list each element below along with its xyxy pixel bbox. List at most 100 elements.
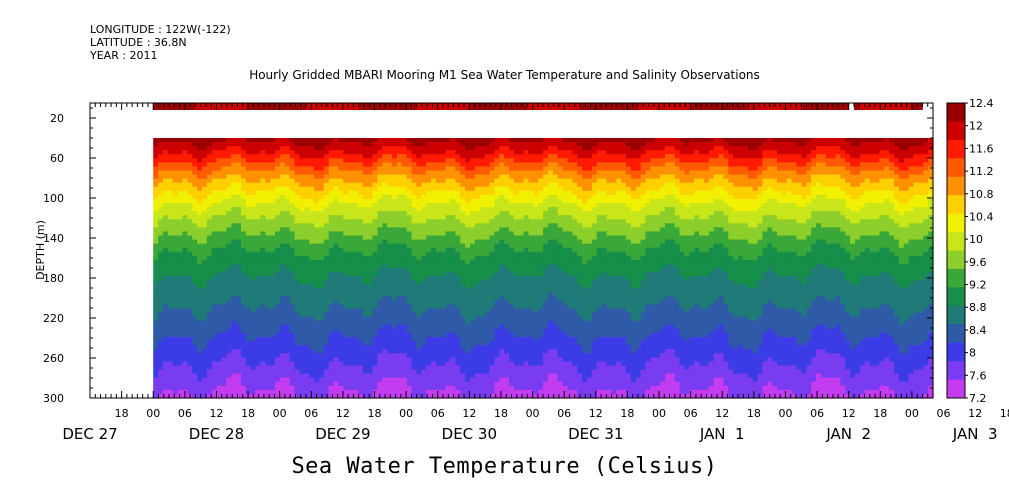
heatmap-cell <box>460 276 466 281</box>
heatmap-cell <box>348 211 354 216</box>
heatmap-cell <box>416 150 422 155</box>
heatmap-cell <box>377 219 383 224</box>
heatmap-cell <box>197 280 203 285</box>
heatmap-cell <box>226 328 232 334</box>
heatmap-cell <box>323 345 330 350</box>
heatmap-cell <box>445 263 452 269</box>
heatmap-cell <box>396 194 403 200</box>
heatmap-cell <box>348 219 354 224</box>
heatmap-cell <box>411 231 417 237</box>
heatmap-cell <box>377 365 383 371</box>
heatmap-cell <box>348 186 354 192</box>
heatmap-cell <box>245 365 252 371</box>
heatmap-cell <box>250 158 257 163</box>
heatmap-cell <box>348 320 354 326</box>
heatmap-cell <box>250 227 257 233</box>
heatmap-cell <box>187 219 193 224</box>
heatmap-cell <box>523 353 530 358</box>
heatmap-cell <box>367 349 374 354</box>
heatmap-cell <box>513 357 520 363</box>
heatmap-cell <box>474 219 481 224</box>
heatmap-cell <box>509 211 515 216</box>
heatmap-cell <box>474 312 481 318</box>
heatmap-cell <box>299 203 305 208</box>
heatmap-cell <box>489 333 495 338</box>
heatmap-cell <box>240 373 247 379</box>
heatmap-cell <box>323 304 330 310</box>
heatmap-cell <box>362 138 369 143</box>
heatmap-cell <box>387 255 393 261</box>
heatmap-cell <box>343 138 349 143</box>
heatmap-cell <box>338 211 344 216</box>
heatmap-cell <box>265 324 271 330</box>
heatmap-cell <box>318 186 325 192</box>
heatmap-cell <box>421 182 427 188</box>
heatmap-cell <box>201 304 208 310</box>
heatmap-cell <box>353 304 359 310</box>
heatmap-cell <box>158 353 164 358</box>
heatmap-cell <box>509 186 515 192</box>
heatmap-cell <box>162 393 169 399</box>
heatmap-cell <box>314 146 320 151</box>
heatmap-cell <box>392 316 398 322</box>
heatmap-cell <box>323 142 330 147</box>
heatmap-cell <box>206 365 213 371</box>
heatmap-cell <box>265 341 271 346</box>
heatmap-cell <box>421 247 427 253</box>
heatmap-cell <box>489 170 495 176</box>
heatmap-cell <box>318 194 325 200</box>
heatmap-cell <box>396 389 403 395</box>
heatmap-cell <box>357 292 364 298</box>
heatmap-cell <box>523 239 530 245</box>
heatmap-cell <box>470 190 476 196</box>
heatmap-cell <box>304 255 310 261</box>
heatmap-cell <box>431 251 437 257</box>
heatmap-cell <box>406 357 413 363</box>
heatmap-cell <box>270 178 276 184</box>
heatmap-cell <box>406 190 413 196</box>
heatmap-cell <box>299 194 305 200</box>
heatmap-cell <box>172 280 179 285</box>
heatmap-cell <box>474 223 481 228</box>
heatmap-cell <box>377 357 383 363</box>
heatmap-cell <box>518 142 525 147</box>
heatmap-cell <box>406 166 413 172</box>
heatmap-cell <box>182 211 188 216</box>
heatmap-cell <box>431 211 437 216</box>
heatmap-cell <box>396 381 403 387</box>
heatmap-cell <box>231 178 237 184</box>
heatmap-cell <box>275 259 281 265</box>
heatmap-cell <box>421 365 427 371</box>
heatmap-cell <box>153 219 159 224</box>
heatmap-cell <box>187 150 193 155</box>
heatmap-cell <box>465 308 471 314</box>
heatmap-cell <box>172 243 179 249</box>
heatmap-cell <box>343 284 349 289</box>
heatmap-cell <box>474 158 481 163</box>
heatmap-cell <box>240 389 247 395</box>
heatmap-cell <box>270 389 276 395</box>
heatmap-cell <box>314 312 320 318</box>
heatmap-cell <box>260 142 266 147</box>
heatmap-cell <box>440 365 447 371</box>
heatmap-cell <box>338 268 344 273</box>
heatmap-cell <box>382 276 388 281</box>
heatmap-cell <box>382 308 388 314</box>
heatmap-cell <box>489 284 495 289</box>
heatmap-cell <box>396 357 403 363</box>
heatmap-cell <box>392 178 398 184</box>
heatmap-cell <box>265 377 271 383</box>
heatmap-cell <box>411 146 417 151</box>
heatmap-cell <box>528 341 534 346</box>
heatmap-cell <box>348 268 354 273</box>
heatmap-cell <box>240 251 247 257</box>
heatmap-cell <box>465 259 471 265</box>
heatmap-cell <box>211 219 218 224</box>
heatmap-cell <box>216 166 223 172</box>
heatmap-cell <box>401 178 408 184</box>
heatmap-cell <box>279 288 286 293</box>
heatmap-cell <box>523 186 530 192</box>
heatmap-cell <box>240 365 247 371</box>
heatmap-cell <box>504 361 510 367</box>
heatmap-cell <box>216 138 223 143</box>
